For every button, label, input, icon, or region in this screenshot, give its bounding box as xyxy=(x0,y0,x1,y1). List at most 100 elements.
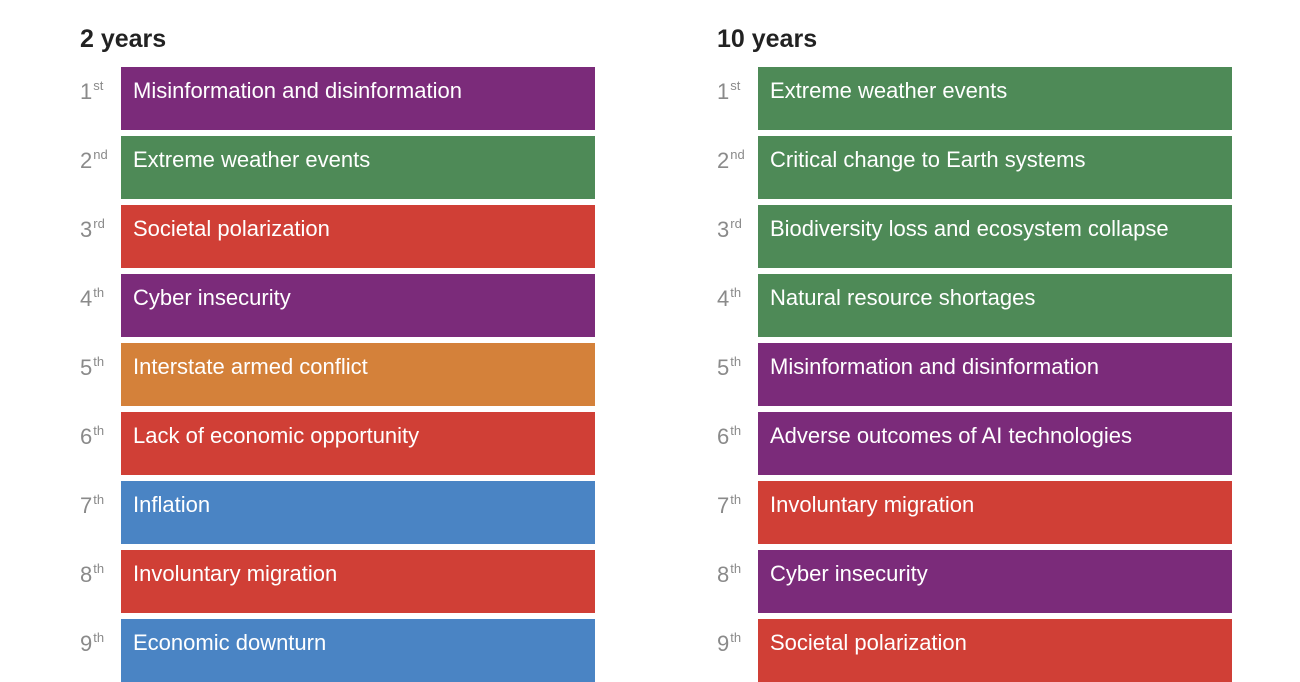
risk-box: Economic downturn xyxy=(121,619,595,682)
risk-label: Societal polarization xyxy=(133,216,330,241)
risk-row: 3rd Societal polarization xyxy=(80,205,600,268)
rank-suffix: rd xyxy=(93,216,105,231)
rank-number: 1 xyxy=(80,79,93,104)
risk-row: 9th Economic downturn xyxy=(80,619,600,682)
rank: 6th xyxy=(80,423,104,450)
rank: 4th xyxy=(80,285,104,312)
rank: 1st xyxy=(80,78,103,105)
rank-number: 2 xyxy=(80,148,93,173)
risk-box: Involuntary migration xyxy=(121,550,595,613)
risk-box: Societal polarization xyxy=(758,619,1232,682)
risk-label: Adverse outcomes of AI technologies xyxy=(770,423,1132,448)
risk-box: Lack of economic opportunity xyxy=(121,412,595,475)
risk-label: Critical change to Earth systems xyxy=(770,147,1086,172)
risk-box: Cyber insecurity xyxy=(121,274,595,337)
risk-row: 7th Inflation xyxy=(80,481,600,544)
rank-suffix: th xyxy=(730,630,742,645)
rank-suffix: th xyxy=(730,423,742,438)
risk-row: 4th Cyber insecurity xyxy=(80,274,600,337)
rank-suffix: rd xyxy=(730,216,742,231)
rank: 3rd xyxy=(717,216,742,243)
rank-number: 9 xyxy=(717,631,730,656)
risk-label: Natural resource shortages xyxy=(770,285,1036,310)
rank: 7th xyxy=(717,492,741,519)
rank: 9th xyxy=(80,630,104,657)
risk-row: 8th Cyber insecurity xyxy=(717,550,1237,613)
rank-number: 6 xyxy=(80,424,93,449)
rank-suffix: th xyxy=(93,285,105,300)
risk-row: 7th Involuntary migration xyxy=(717,481,1237,544)
risk-box: Adverse outcomes of AI technologies xyxy=(758,412,1232,475)
rank: 2nd xyxy=(80,147,108,174)
risk-row: 1st Extreme weather events xyxy=(717,67,1237,130)
risk-box: Inflation xyxy=(121,481,595,544)
risk-box: Societal polarization xyxy=(121,205,595,268)
rank: 8th xyxy=(80,561,104,588)
rank-number: 1 xyxy=(717,79,730,104)
risk-row: 4th Natural resource shortages xyxy=(717,274,1237,337)
rank: 3rd xyxy=(80,216,105,243)
risk-label: Misinformation and disinformation xyxy=(133,78,462,103)
risk-box: Misinformation and disinformation xyxy=(121,67,595,130)
risk-label: Inflation xyxy=(133,492,211,517)
risk-label: Extreme weather events xyxy=(770,78,1008,103)
rank-number: 4 xyxy=(717,286,730,311)
rank-number: 3 xyxy=(80,217,93,242)
risk-box: Misinformation and disinformation xyxy=(758,343,1232,406)
column: 10 years 1st Extreme weather events 2nd Crit… xyxy=(717,0,1277,682)
rank: 6th xyxy=(717,423,741,450)
risk-row: 1st Misinformation and disinformation xyxy=(80,67,600,130)
rank: 5th xyxy=(717,354,741,381)
risk-box: Extreme weather events xyxy=(758,67,1232,130)
column-title: 2 years xyxy=(80,25,167,53)
rank-number: 5 xyxy=(80,355,93,380)
risk-row: 2nd Critical change to Earth systems xyxy=(717,136,1237,199)
rank: 9th xyxy=(717,630,741,657)
risk-box: Interstate armed conflict xyxy=(121,343,595,406)
risk-row: 6th Lack of economic opportunity xyxy=(80,412,600,475)
risk-row: 5th Interstate armed conflict xyxy=(80,343,600,406)
risk-label: Interstate armed conflict xyxy=(133,354,368,379)
rank-number: 6 xyxy=(717,424,730,449)
rank-number: 2 xyxy=(717,148,730,173)
risk-label: Societal polarization xyxy=(770,630,967,655)
rank-number: 5 xyxy=(717,355,730,380)
rank: 2nd xyxy=(717,147,745,174)
rank-number: 3 xyxy=(717,217,730,242)
rank-suffix: nd xyxy=(730,147,745,162)
rank-suffix: nd xyxy=(93,147,108,162)
rank: 7th xyxy=(80,492,104,519)
rank-number: 8 xyxy=(80,562,93,587)
rank-suffix: th xyxy=(730,285,742,300)
risk-box: Biodiversity loss and ecosystem collapse xyxy=(758,205,1232,268)
page: {"columns": [ {"title": "2 years", "item… xyxy=(80,0,1277,682)
risk-label: Cyber insecurity xyxy=(133,285,291,310)
risk-box: Cyber insecurity xyxy=(758,550,1232,613)
column-title: 10 years xyxy=(717,25,818,53)
rank-suffix: th xyxy=(730,492,742,507)
rank-suffix: th xyxy=(93,423,105,438)
risk-row: 3rd Biodiversity loss and ecosystem colla… xyxy=(717,205,1237,268)
rank-suffix: th xyxy=(93,561,105,576)
risk-row: 2nd Extreme weather events xyxy=(80,136,600,199)
rank-suffix: th xyxy=(93,492,105,507)
risk-label: Lack of economic opportunity xyxy=(133,423,420,448)
risk-box: Critical change to Earth systems xyxy=(758,136,1232,199)
risk-label: Extreme weather events xyxy=(133,147,371,172)
risk-box: Involuntary migration xyxy=(758,481,1232,544)
rank: 5th xyxy=(80,354,104,381)
risk-label: Biodiversity loss and ecosystem collapse xyxy=(770,216,1169,241)
rank-number: 7 xyxy=(717,493,730,518)
risk-row: 9th Societal polarization xyxy=(717,619,1237,682)
rank-suffix: st xyxy=(730,78,741,93)
rank-number: 7 xyxy=(80,493,93,518)
risk-label: Involuntary migration xyxy=(133,561,338,586)
risk-row: 6th Adverse outcomes of AI technologies xyxy=(717,412,1237,475)
risk-row: 5th Misinformation and disinformation xyxy=(717,343,1237,406)
risk-label: Misinformation and disinformation xyxy=(770,354,1099,379)
rank: 8th xyxy=(717,561,741,588)
risk-label: Cyber insecurity xyxy=(770,561,928,586)
rank-number: 9 xyxy=(80,631,93,656)
rank: 4th xyxy=(717,285,741,312)
rank-suffix: th xyxy=(93,354,105,369)
